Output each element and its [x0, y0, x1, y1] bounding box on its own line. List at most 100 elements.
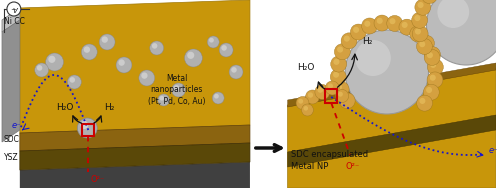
Circle shape: [427, 72, 443, 88]
Circle shape: [34, 63, 48, 77]
Circle shape: [336, 84, 342, 90]
Circle shape: [419, 41, 425, 47]
Text: O²⁻: O²⁻: [345, 162, 360, 171]
Polygon shape: [20, 125, 250, 151]
Circle shape: [342, 96, 348, 102]
Circle shape: [399, 19, 415, 35]
Circle shape: [427, 52, 433, 58]
Circle shape: [82, 44, 97, 60]
Circle shape: [326, 81, 339, 95]
Text: SDC encapsulated
Metal NP: SDC encapsulated Metal NP: [290, 150, 368, 171]
Text: H₂: H₂: [104, 102, 115, 111]
Circle shape: [336, 89, 348, 102]
Polygon shape: [288, 115, 496, 167]
Circle shape: [296, 96, 309, 109]
Circle shape: [428, 59, 444, 75]
Circle shape: [376, 18, 382, 24]
Text: H₂: H₂: [362, 37, 372, 46]
Circle shape: [306, 90, 320, 104]
Circle shape: [209, 38, 214, 43]
Circle shape: [340, 93, 355, 109]
Circle shape: [302, 104, 314, 116]
Bar: [82, 124, 94, 136]
Circle shape: [318, 87, 323, 93]
Circle shape: [334, 59, 340, 65]
Circle shape: [426, 87, 432, 93]
Polygon shape: [20, 0, 250, 133]
Circle shape: [418, 35, 434, 51]
Circle shape: [427, 49, 434, 55]
Circle shape: [412, 29, 418, 35]
Text: H₂O: H₂O: [56, 102, 73, 111]
Circle shape: [212, 92, 224, 104]
Circle shape: [187, 52, 194, 59]
Circle shape: [37, 65, 43, 71]
Circle shape: [334, 44, 350, 60]
Circle shape: [355, 40, 391, 76]
Circle shape: [150, 41, 164, 55]
Circle shape: [338, 92, 343, 97]
Text: SDC: SDC: [4, 136, 20, 145]
Circle shape: [304, 106, 308, 111]
Circle shape: [158, 94, 170, 106]
Text: ~: ~: [10, 7, 16, 13]
Circle shape: [328, 83, 333, 89]
Circle shape: [364, 21, 370, 27]
Circle shape: [298, 99, 303, 104]
Circle shape: [353, 27, 359, 33]
Text: e⁻: e⁻: [11, 121, 20, 130]
Text: Ni CC: Ni CC: [4, 17, 25, 27]
Circle shape: [420, 98, 426, 104]
Circle shape: [80, 121, 88, 129]
Circle shape: [174, 85, 179, 91]
Circle shape: [418, 2, 424, 8]
Circle shape: [333, 81, 349, 97]
Circle shape: [412, 26, 428, 42]
Bar: [253, 0, 496, 188]
Circle shape: [214, 94, 219, 99]
Text: H₂O: H₂O: [297, 64, 314, 73]
Circle shape: [416, 95, 432, 111]
Circle shape: [330, 56, 346, 72]
Circle shape: [412, 12, 428, 28]
Circle shape: [219, 43, 233, 57]
Circle shape: [402, 22, 407, 28]
Circle shape: [222, 45, 227, 51]
Bar: [326, 89, 337, 103]
Circle shape: [208, 36, 219, 48]
Circle shape: [7, 2, 21, 16]
Circle shape: [308, 92, 313, 98]
Text: O²⁻: O²⁻: [90, 175, 104, 184]
Circle shape: [341, 33, 357, 49]
Text: Metal
nanoparticles
(Pt, Pd, Co, Au): Metal nanoparticles (Pt, Pd, Co, Au): [148, 74, 206, 106]
Circle shape: [139, 70, 154, 86]
Circle shape: [390, 18, 396, 24]
Circle shape: [141, 72, 148, 79]
Circle shape: [374, 15, 390, 31]
Circle shape: [102, 36, 108, 43]
Circle shape: [421, 38, 427, 44]
Text: e⁻: e⁻: [489, 146, 498, 155]
Bar: [0, 0, 250, 188]
Polygon shape: [20, 162, 250, 188]
Circle shape: [160, 96, 164, 101]
Circle shape: [70, 77, 75, 83]
Circle shape: [68, 75, 82, 89]
Circle shape: [344, 36, 350, 42]
Circle shape: [415, 28, 421, 35]
Circle shape: [350, 24, 366, 40]
Text: V: V: [12, 8, 18, 14]
Circle shape: [231, 67, 237, 73]
Circle shape: [386, 15, 402, 31]
Circle shape: [430, 75, 436, 81]
Circle shape: [84, 46, 90, 53]
Circle shape: [345, 30, 428, 114]
Circle shape: [415, 0, 430, 15]
Circle shape: [422, 0, 438, 4]
Circle shape: [424, 84, 439, 100]
Circle shape: [438, 0, 469, 28]
Circle shape: [78, 118, 97, 138]
Circle shape: [430, 62, 436, 68]
Text: YSZ: YSZ: [4, 152, 18, 161]
Circle shape: [46, 53, 64, 71]
